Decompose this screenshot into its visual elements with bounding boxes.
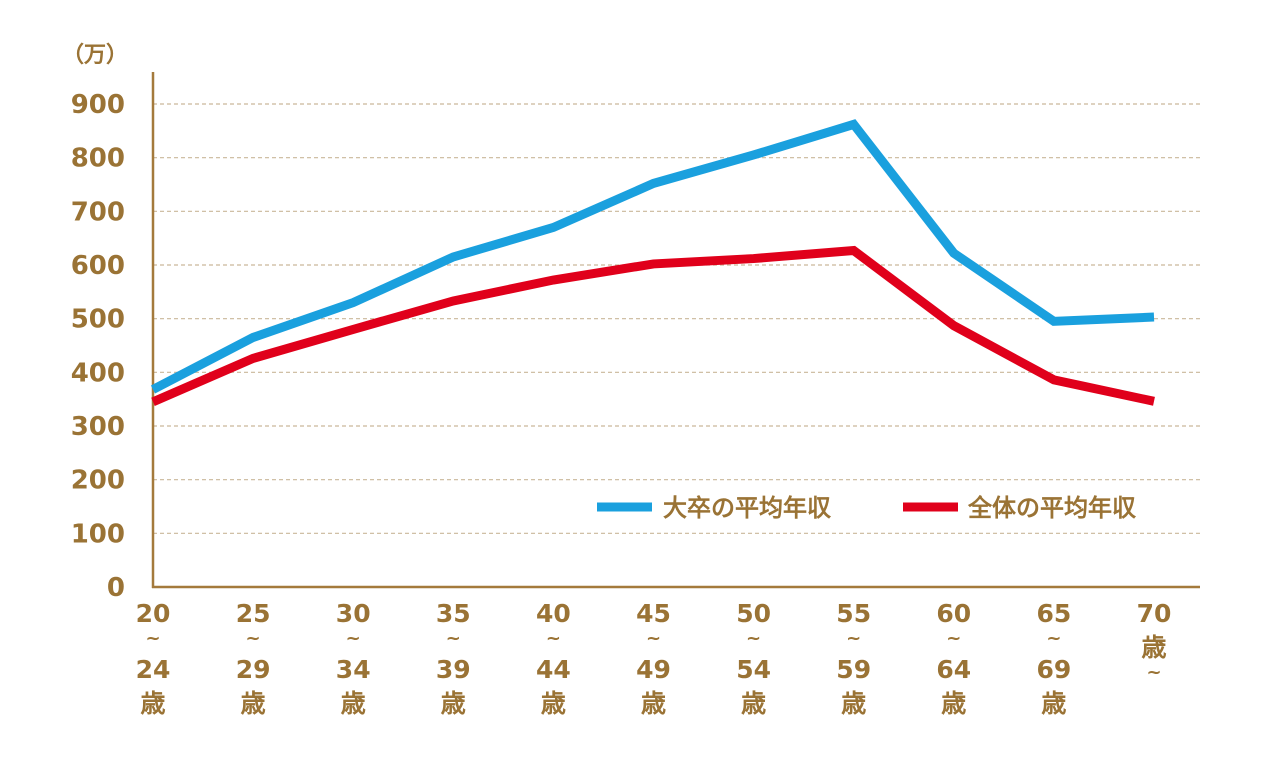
- x-tick-label: 65: [1037, 599, 1072, 628]
- series-line-overall: [151, 245, 1155, 406]
- x-tick-label: 24: [136, 655, 171, 684]
- x-tick-label: 45: [636, 599, 671, 628]
- x-tick-label: 29: [236, 655, 271, 684]
- x-tick-label: ~: [1146, 662, 1161, 683]
- y-tick-label: 300: [71, 412, 125, 442]
- x-tick-label: 50: [736, 599, 771, 628]
- y-axis-unit-label: （万）: [62, 43, 128, 68]
- x-tick-label: 34: [336, 655, 371, 684]
- x-tick-label-group: 35~39 歳: [436, 599, 471, 718]
- x-tick-label: ~: [546, 628, 561, 649]
- x-tick-label-group: 45~49 歳: [636, 599, 671, 718]
- x-tick-label: 歳: [241, 689, 266, 718]
- x-tick-label-group: 40~44 歳: [536, 599, 571, 718]
- x-tick-label: ~: [246, 628, 261, 649]
- x-tick-label: 55: [836, 599, 871, 628]
- x-tick-label: 30: [336, 599, 371, 628]
- x-tick-label: ~: [446, 628, 461, 649]
- y-tick-label: 900: [71, 90, 125, 120]
- y-tick-label: 200: [71, 466, 125, 496]
- x-tick-label: 44: [536, 655, 571, 684]
- y-tick-label: 100: [71, 519, 125, 549]
- y-tick-label: 700: [71, 197, 125, 227]
- x-tick-label: ~: [145, 628, 160, 649]
- x-tick-labels: 20~24歳25~29歳30~34歳35~39歳40~44歳45~49歳50~5…: [136, 599, 1172, 718]
- x-tick-label: 70: [1137, 599, 1172, 628]
- legend-label: 全体の平均年収: [967, 494, 1137, 522]
- x-tick-label: 歳: [140, 689, 165, 718]
- x-tick-label: ~: [946, 628, 961, 649]
- x-tick-label: 54: [736, 655, 771, 684]
- x-tick-label: ~: [846, 628, 861, 649]
- x-tick-label: ~: [1046, 628, 1061, 649]
- x-tick-label-group: 55~59 歳: [836, 599, 871, 718]
- x-tick-label-group: 65~69 歳: [1037, 599, 1072, 718]
- x-tick-label: 20: [136, 599, 171, 628]
- x-tick-label-group: 25~29 歳: [236, 599, 271, 718]
- x-tick-label: 歳: [941, 689, 966, 718]
- y-tick-labels: 0 100 200 300 400 500 600 700 800 900: [71, 90, 125, 603]
- x-tick-label: 60: [936, 599, 971, 628]
- x-tick-label: 59: [836, 655, 871, 684]
- x-tick-label: 39: [436, 655, 471, 684]
- y-tick-label: 500: [71, 305, 125, 335]
- x-tick-label: ~: [346, 628, 361, 649]
- x-tick-label: 25: [236, 599, 271, 628]
- x-tick-label: 49: [636, 655, 671, 684]
- y-tick-label: 400: [71, 358, 125, 388]
- x-tick-label-group: 70 歳~: [1137, 599, 1172, 683]
- x-tick-label: 歳: [441, 689, 466, 718]
- x-tick-label: 35: [436, 599, 471, 628]
- y-tick-label: 800: [71, 144, 125, 174]
- y-tick-label: 0: [107, 573, 125, 603]
- y-tick-label: 600: [71, 251, 125, 281]
- legend: 大卒の平均年収 全体の平均年収: [597, 494, 1137, 522]
- x-tick-label: 69: [1037, 655, 1072, 684]
- x-tick-label-group: 20~24 歳: [136, 599, 171, 718]
- legend-item: 大卒の平均年収: [597, 494, 832, 522]
- x-tick-label: 歳: [841, 689, 866, 718]
- x-tick-label: 40: [536, 599, 571, 628]
- x-tick-label: 歳: [541, 689, 566, 718]
- x-tick-label-group: 50~54 歳: [736, 599, 771, 718]
- x-tick-label: 歳: [741, 689, 766, 718]
- axes: [151, 72, 1200, 589]
- x-tick-label: ~: [646, 628, 661, 649]
- legend-label: 大卒の平均年収: [663, 494, 832, 522]
- series-line-university: [150, 119, 1155, 394]
- x-tick-label: 64: [936, 655, 971, 684]
- x-tick-label: 歳: [1141, 633, 1166, 662]
- x-tick-label: 歳: [641, 689, 666, 718]
- legend-item: 全体の平均年収: [903, 494, 1137, 522]
- series-lines: [150, 119, 1155, 406]
- x-tick-label-group: 30~34 歳: [336, 599, 371, 718]
- x-tick-label-group: 60~64 歳: [936, 599, 971, 718]
- x-tick-label: ~: [746, 628, 761, 649]
- x-tick-label: 歳: [341, 689, 366, 718]
- x-tick-label: 歳: [1041, 689, 1066, 718]
